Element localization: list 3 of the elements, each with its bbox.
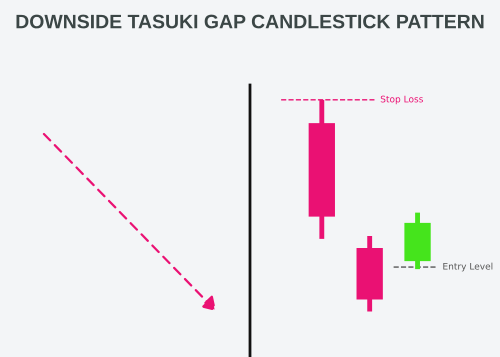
chart-title: DOWNSIDE TASUKI GAP CANDLESTICK PATTERN xyxy=(16,14,484,28)
ref-line-label: Entry Level xyxy=(443,262,492,272)
ref-line-label: Stop Loss xyxy=(380,96,423,104)
